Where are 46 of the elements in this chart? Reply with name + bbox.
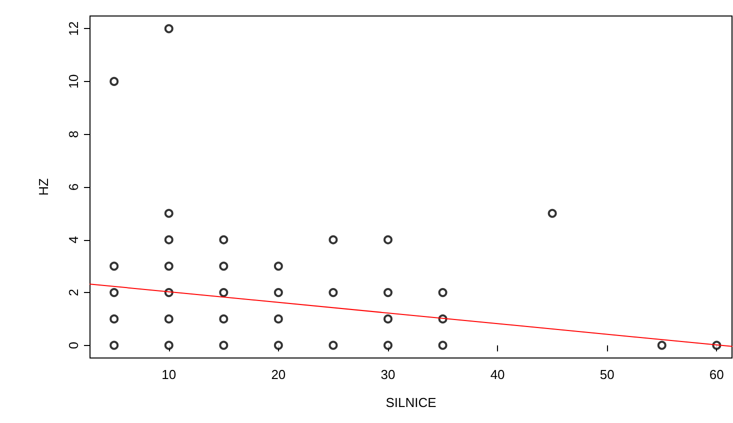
point bbox=[328, 340, 338, 350]
y-tick-label: 12 bbox=[66, 21, 81, 36]
point bbox=[110, 262, 119, 271]
point bbox=[164, 314, 174, 324]
point bbox=[164, 235, 174, 244]
point bbox=[274, 288, 283, 298]
y-tick-label: 4 bbox=[66, 236, 81, 244]
point bbox=[384, 314, 392, 324]
point bbox=[219, 288, 228, 298]
point bbox=[110, 288, 119, 298]
point bbox=[384, 235, 392, 244]
point bbox=[274, 314, 283, 324]
point bbox=[328, 288, 338, 298]
y-axis-title: HZ bbox=[36, 178, 51, 196]
point bbox=[384, 288, 392, 298]
point bbox=[164, 262, 174, 271]
x-tick-label: 50 bbox=[600, 367, 614, 382]
x-tick-label: 30 bbox=[380, 367, 396, 382]
point bbox=[219, 235, 228, 244]
point bbox=[274, 262, 283, 271]
point bbox=[657, 340, 666, 350]
point bbox=[164, 340, 174, 350]
point bbox=[219, 314, 228, 324]
x-tick-label: 10 bbox=[162, 367, 176, 382]
y-tick-label: 2 bbox=[66, 288, 81, 296]
point bbox=[164, 208, 174, 218]
y-tick-label: 0 bbox=[66, 342, 81, 349]
y-tick-label: 8 bbox=[66, 130, 81, 138]
point bbox=[110, 314, 119, 324]
point bbox=[438, 340, 448, 350]
point bbox=[219, 340, 228, 350]
point bbox=[219, 262, 228, 271]
point bbox=[328, 235, 338, 244]
point bbox=[110, 340, 119, 350]
point bbox=[164, 24, 174, 34]
x-tick-label: 20 bbox=[271, 367, 286, 382]
x-axis-title: SILNICE bbox=[386, 395, 437, 410]
point bbox=[110, 76, 119, 86]
x-tick-label: 60 bbox=[709, 367, 724, 382]
y-tick-label: 10 bbox=[66, 74, 81, 89]
point bbox=[438, 288, 448, 298]
x-tick-label: 40 bbox=[490, 367, 505, 382]
point bbox=[384, 340, 392, 350]
point bbox=[274, 340, 283, 350]
point bbox=[548, 208, 557, 218]
y-tick-label: 6 bbox=[66, 183, 81, 191]
